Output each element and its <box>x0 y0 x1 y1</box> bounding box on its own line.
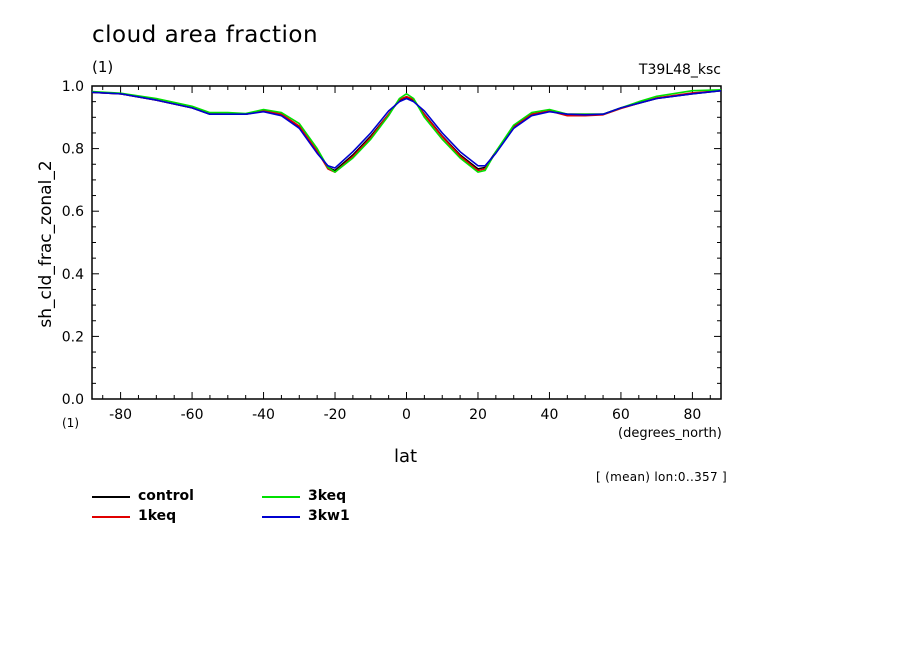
x-tick-label: 80 <box>683 407 701 423</box>
y-tick-label: 1.0 <box>62 79 84 95</box>
legend-label: 3keq <box>308 488 347 504</box>
legend-swatch <box>92 516 130 518</box>
x-axis-units: (degrees_north) <box>618 426 722 441</box>
x-tick-label: -20 <box>324 407 347 423</box>
series-line-3keq <box>91 89 722 173</box>
averaging-note: [ (mean) lon:0..357 ] <box>596 470 727 484</box>
chart-title: cloud area fraction <box>92 22 319 48</box>
x-tick-label: -40 <box>252 407 275 423</box>
y-tick-label: 0.6 <box>62 204 84 220</box>
y-tick-label: 0.0 <box>62 392 84 408</box>
run-name-label: T39L48_ksc <box>638 62 721 78</box>
series-line-1keq <box>91 89 722 173</box>
x-tick-label: 0 <box>402 407 411 423</box>
y-tick-label: 0.8 <box>62 142 84 158</box>
x-axis-label: lat <box>394 446 418 467</box>
series-line-3kw1 <box>91 89 722 169</box>
x-tick-label: -60 <box>181 407 204 423</box>
legend-swatch <box>262 496 300 498</box>
legend-label: 1keq <box>138 508 177 524</box>
y-tick-label: 0.4 <box>62 267 84 283</box>
legend-label: control <box>138 488 194 504</box>
legend-swatch <box>262 516 300 518</box>
y-tick-label: 0.2 <box>62 329 84 345</box>
legend-swatch <box>92 496 130 498</box>
x-tick-label: -80 <box>109 407 132 423</box>
plot-frame <box>91 85 722 400</box>
legend-label: 3kw1 <box>308 508 350 524</box>
x-tick-label: 40 <box>541 407 559 423</box>
units-label-top: (1) <box>92 58 114 76</box>
x-tick-label: 60 <box>612 407 630 423</box>
x-tick-label: 20 <box>469 407 487 423</box>
units-label-bottom: (1) <box>62 416 79 430</box>
series-line-control <box>91 89 722 172</box>
